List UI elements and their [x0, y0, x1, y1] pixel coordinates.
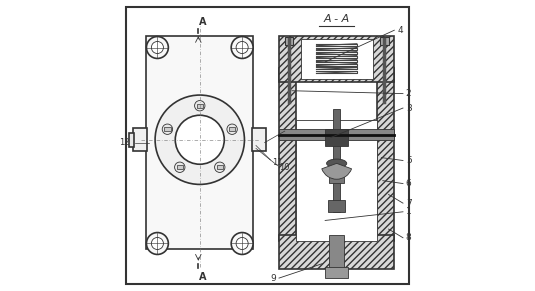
- Circle shape: [215, 162, 225, 173]
- Text: 4: 4: [397, 26, 403, 35]
- Bar: [229, 127, 235, 131]
- Circle shape: [195, 100, 205, 111]
- Circle shape: [231, 233, 253, 254]
- Bar: [296, 120, 377, 241]
- Bar: [377, 68, 394, 241]
- Circle shape: [231, 37, 253, 58]
- Text: 3: 3: [406, 104, 411, 113]
- Circle shape: [147, 37, 169, 58]
- Text: 7: 7: [406, 199, 411, 208]
- Bar: [279, 36, 394, 82]
- Circle shape: [236, 237, 248, 249]
- Bar: [333, 109, 340, 212]
- Circle shape: [236, 42, 248, 54]
- Ellipse shape: [326, 159, 347, 168]
- Bar: [325, 129, 348, 146]
- Bar: [380, 38, 388, 45]
- Text: 12: 12: [119, 138, 129, 147]
- Text: 1: 1: [406, 207, 411, 216]
- Bar: [279, 129, 394, 140]
- Circle shape: [147, 233, 169, 254]
- Wedge shape: [322, 163, 351, 179]
- Text: 10: 10: [279, 163, 289, 172]
- Bar: [279, 235, 394, 269]
- Text: 6: 6: [406, 179, 411, 188]
- Text: A - A: A - A: [324, 15, 350, 24]
- Bar: [129, 132, 134, 147]
- Circle shape: [174, 162, 185, 173]
- Circle shape: [155, 95, 244, 184]
- Circle shape: [175, 115, 224, 164]
- Bar: [133, 128, 147, 151]
- Bar: [325, 267, 348, 278]
- Bar: [328, 200, 345, 212]
- Bar: [285, 38, 293, 45]
- Bar: [196, 104, 203, 108]
- Text: A: A: [199, 272, 207, 282]
- Text: 9: 9: [270, 274, 276, 283]
- Bar: [252, 128, 266, 151]
- Bar: [217, 165, 223, 169]
- Text: 2: 2: [406, 89, 411, 98]
- Circle shape: [227, 124, 238, 134]
- Text: A: A: [199, 17, 207, 27]
- Bar: [177, 165, 183, 169]
- Text: 5: 5: [406, 156, 411, 165]
- Text: 8: 8: [406, 233, 411, 242]
- Bar: [279, 68, 296, 241]
- Bar: [330, 171, 344, 183]
- Circle shape: [162, 124, 173, 134]
- Bar: [164, 127, 171, 131]
- Bar: [301, 39, 373, 79]
- Bar: [147, 36, 253, 249]
- Circle shape: [151, 237, 163, 249]
- Bar: [330, 235, 344, 269]
- Circle shape: [151, 42, 163, 54]
- Text: 11: 11: [272, 158, 282, 167]
